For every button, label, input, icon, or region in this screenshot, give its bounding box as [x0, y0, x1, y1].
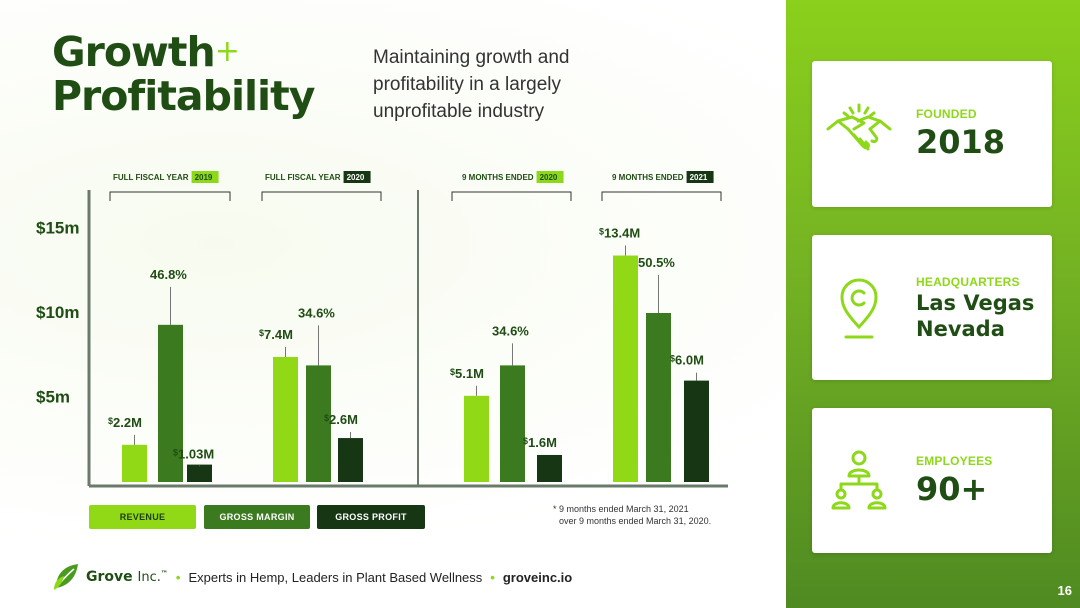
data-label: 46.8% — [150, 267, 187, 282]
title-line-1: Growth — [52, 28, 216, 76]
title-plus: + — [214, 34, 240, 69]
grove-leaf-logo-icon — [54, 564, 78, 590]
headquarters-city: Las Vegas — [916, 291, 1035, 315]
headquarters-state: Nevada — [916, 317, 1005, 341]
team-hierarchy-icon — [831, 450, 887, 509]
headquarters-value: Las Vegas Nevada — [916, 290, 1034, 342]
data-label: $2.6M — [324, 412, 358, 427]
data-label: $7.4M — [259, 327, 293, 342]
footer: Grove Inc.™ • Experts in Hemp, Leaders i… — [52, 562, 572, 592]
data-label: 34.6% — [492, 323, 529, 338]
period-year-badge — [191, 171, 219, 183]
bar-revenue — [613, 255, 638, 482]
data-label: $5.1M — [450, 366, 484, 381]
legend-revenue: REVENUE — [89, 505, 196, 529]
stat-card-employees: EMPLOYEES 90+ — [812, 408, 1052, 553]
data-label: $1.03M — [173, 447, 214, 462]
period-year-label: 2021 — [690, 173, 708, 182]
subtitle: Maintaining growth and profitability in … — [373, 47, 570, 122]
bar-gross-profit — [537, 454, 562, 482]
page-title: Growth+ Profitability — [52, 28, 315, 120]
founded-label: FOUNDED — [916, 107, 977, 121]
footer-separator-2: • — [490, 569, 495, 585]
employees-value: 90+ — [916, 470, 988, 508]
title-line-2: Profitability — [52, 72, 315, 120]
footer-separator-1: • — [175, 569, 181, 585]
employees-label: EMPLOYEES — [916, 454, 993, 468]
headquarters-label: HEADQUARTERS — [916, 275, 1020, 289]
stat-card-headquarters: HEADQUARTERS Las Vegas Nevada — [812, 235, 1052, 380]
data-label: $2.2M — [108, 415, 142, 430]
chart-svg: $5m $10m $15m FULL FISCAL YEAR 2019 $2.2M 46.8… — [36, 171, 728, 488]
bar-gross-margin — [646, 313, 671, 482]
period-year-badge — [536, 171, 564, 183]
data-label: 50.5% — [638, 255, 675, 270]
bar-revenue — [273, 356, 298, 482]
data-label: $1.6M — [523, 435, 557, 450]
page-number: 16 — [1057, 583, 1072, 598]
legend-gross-profit: GROSS PROFIT — [317, 505, 425, 529]
y-tick-label: $5m — [36, 388, 70, 407]
period-label: FULL FISCAL YEAR — [113, 173, 189, 182]
bar-gross-profit — [684, 380, 709, 482]
footnote: * 9 months ended March 31, 2021 over 9 m… — [553, 503, 711, 527]
footer-url[interactable]: groveinc.io — [502, 569, 573, 585]
bar-gross-profit — [338, 438, 363, 482]
handshake-icon — [826, 103, 892, 151]
location-pin-icon — [840, 278, 878, 338]
bar-gross-profit — [187, 464, 212, 482]
data-label: $13.4M — [599, 226, 640, 241]
y-tick-label: $10m — [36, 303, 79, 322]
footnote-line-1: * 9 months ended March 31, 2021 — [553, 504, 689, 514]
bar-revenue — [122, 444, 147, 482]
bar-revenue — [464, 395, 489, 482]
founded-value: 2018 — [916, 123, 1006, 161]
footnote-line-2: over 9 months ended March 31, 2020. — [559, 516, 712, 526]
period-year-label: 2019 — [195, 173, 213, 182]
period-label: 9 MONTHS ENDED — [612, 173, 684, 182]
data-label: 34.6% — [298, 305, 335, 320]
period-label: FULL FISCAL YEAR — [265, 173, 341, 182]
period-bracket — [601, 191, 722, 201]
bar-gross-margin — [158, 324, 183, 482]
data-label: $6.0M — [670, 353, 704, 368]
period-year-label: 2020 — [347, 173, 365, 182]
footer-tagline: Experts in Hemp, Leaders in Plant Based … — [188, 569, 483, 585]
period-bracket — [451, 191, 572, 201]
brand-name: Grove Inc.™ — [86, 569, 168, 585]
legend-gross-margin: GROSS MARGIN — [204, 505, 310, 529]
period-bracket — [261, 191, 382, 201]
period-label: 9 MONTHS ENDED — [462, 173, 534, 182]
period-year-badge — [343, 171, 371, 183]
y-tick-label: $15m — [36, 219, 79, 238]
period-year-badge — [686, 171, 714, 183]
bar-gross-margin — [306, 365, 331, 482]
stat-card-founded: FOUNDED 2018 — [812, 61, 1052, 207]
period-bracket — [109, 191, 231, 201]
bar-gross-margin — [500, 365, 525, 482]
period-year-label: 2020 — [540, 173, 558, 182]
stats-panel: FOUNDED 2018 HEADQUARTERS Las Vegas Neva… — [786, 0, 1080, 608]
financial-chart: $5m $10m $15m FULL FISCAL YEAR 2019 $2.2M 46.8… — [0, 150, 760, 550]
